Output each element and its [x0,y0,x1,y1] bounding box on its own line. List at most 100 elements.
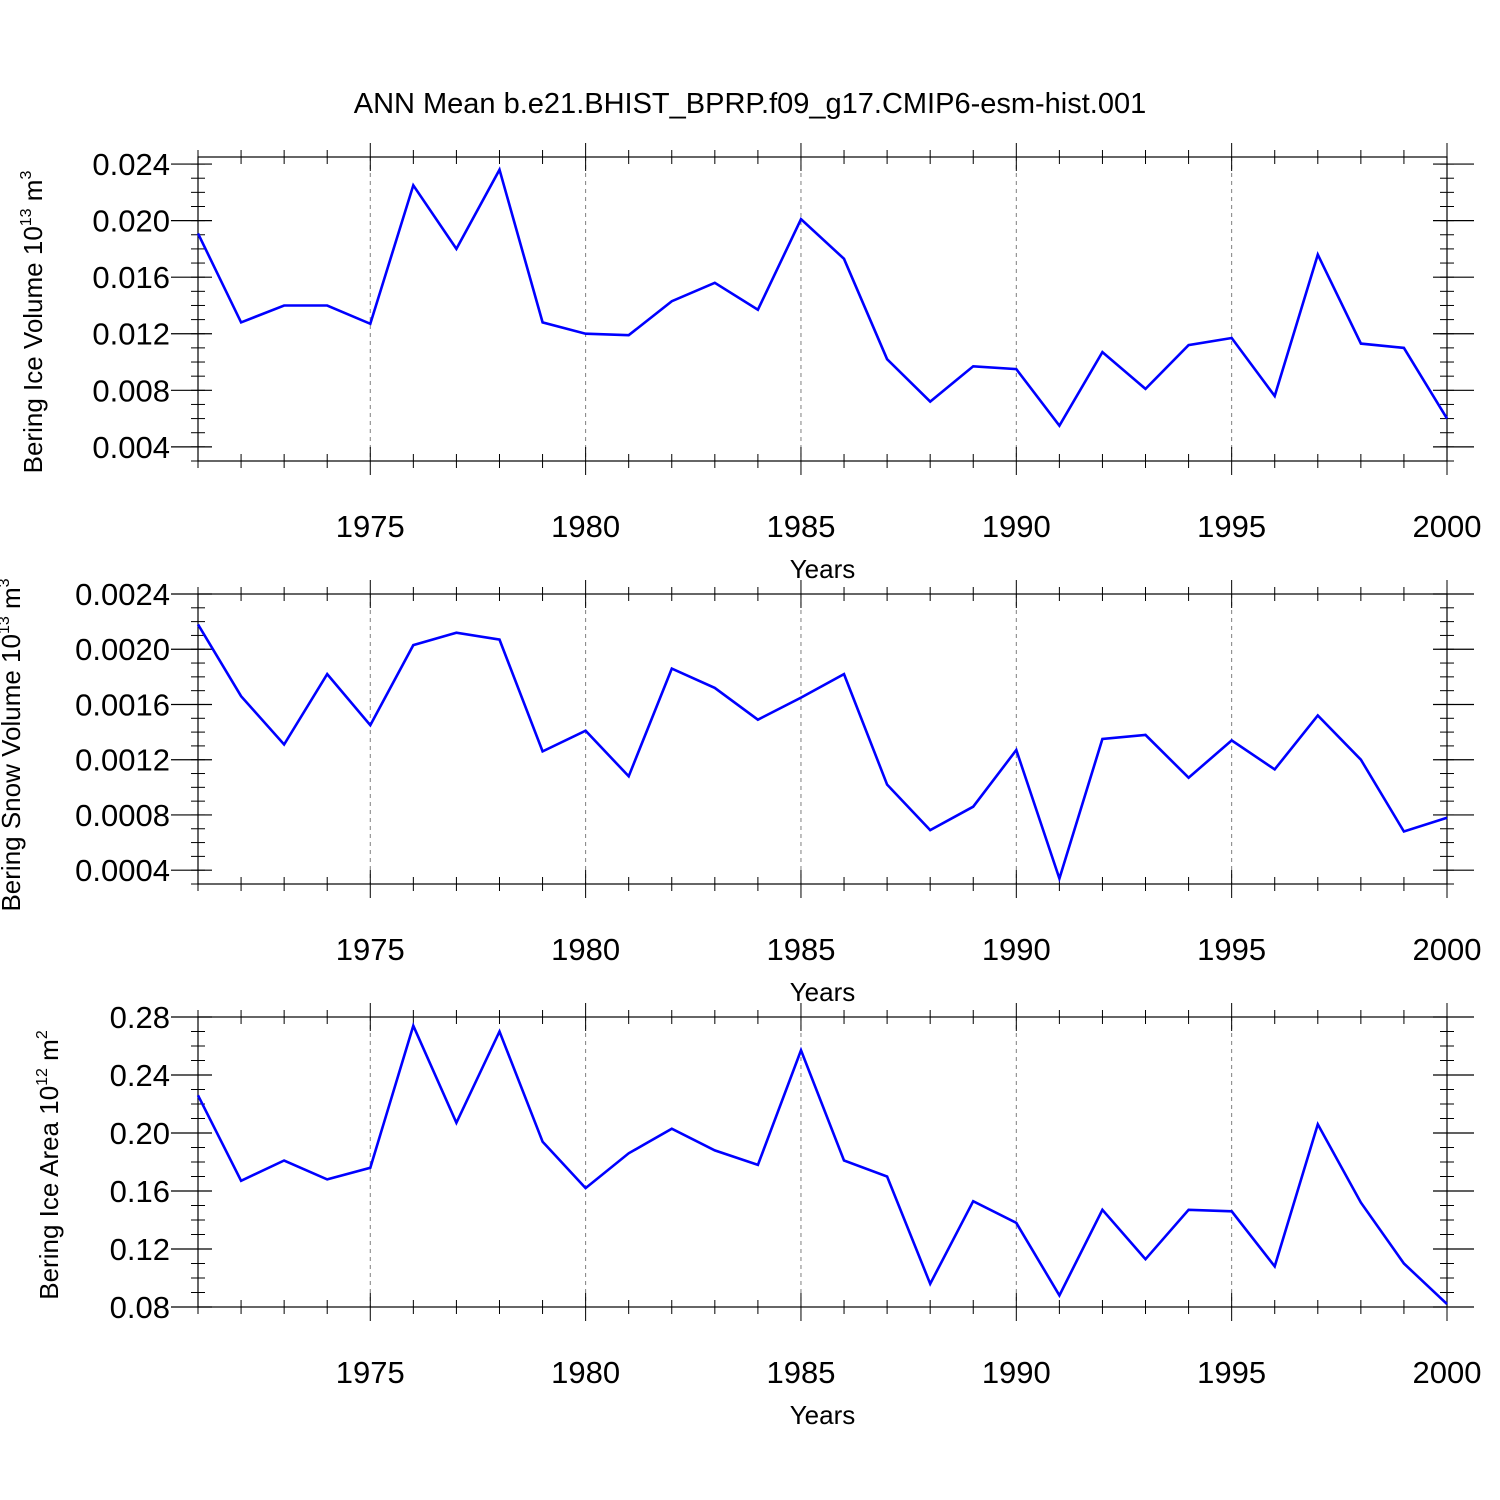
data-point-1988 [928,828,932,832]
y-tick-label: 0.004 [92,430,170,465]
panel-2: 0.0004 0.0008 0.0012 0.0016 0.0020 0.0024 1975… [0,577,1481,1007]
data-point-1978 [497,1030,501,1034]
data-point-1988 [928,400,932,404]
data-point-1986 [842,257,846,261]
y-axis-label: Bering Snow Volume 1013 m3 [0,578,26,911]
data-point-1975 [368,1166,372,1170]
x-tick-label: 1990 [982,1355,1051,1390]
data-point-1982 [670,299,674,303]
x-tick-label: 1975 [336,1355,405,1390]
data-point-1975 [368,723,372,727]
data-point-1983 [713,281,717,285]
data-point-1989 [971,364,975,368]
data-point-1977 [454,247,458,251]
x-tick-label: 1990 [982,932,1051,967]
x-axis-label: Years [790,977,856,1007]
y-tick-label: 0.12 [110,1232,170,1267]
x-axis-label: Years [790,554,856,584]
data-point-1989 [971,805,975,809]
plot-frame [197,1016,1448,1308]
x-axis-label: Years [790,1400,856,1430]
data-point-1989 [971,1199,975,1203]
data-point-1997 [1316,1122,1320,1126]
data-point-1990 [1014,1221,1018,1225]
data-point-1995 [1230,1209,1234,1213]
y-tick-label: 0.0016 [75,687,170,722]
series-line [196,623,1448,883]
data-point-1987 [885,1175,889,1179]
data-point-1979 [541,320,545,324]
data-point-1990 [1014,367,1018,371]
data-point-1979 [541,1140,545,1144]
x-tick-label: 1990 [982,509,1051,544]
data-point-1975 [368,322,372,326]
data-point-1997 [1316,714,1320,718]
chart-title: ANN Mean b.e21.BHIST_BPRP.f09_g17.CMIP6-… [353,88,1147,120]
y-tick-label: 0.20 [110,1116,170,1151]
data-point-1984 [756,1163,760,1167]
data-point-1979 [541,749,545,753]
y-tick-label: 0.0012 [75,743,170,778]
data-point-1978 [497,638,501,642]
data-point-1990 [1014,748,1018,752]
data-point-1985 [799,217,803,221]
data-point-1995 [1230,738,1234,742]
data-point-1973 [282,303,286,307]
panel-3: 0.08 0.12 0.16 0.20 0.24 0.28 1975 1980 1985 1990… [34,1000,1481,1430]
y-tick-label: 0.0020 [75,632,170,667]
data-point-1996 [1273,1264,1277,1268]
data-point-1986 [842,672,846,676]
data-point-1986 [842,1159,846,1163]
data-point-1971 [196,1093,200,1097]
data-point-2000 [1445,417,1449,421]
panel-1: 0.004 0.008 0.012 0.016 0.020 0.024 1975 1980 19… [18,143,1481,584]
data-point-1992 [1100,737,1104,741]
series-line [196,166,1449,429]
y-tick-label: 0.0024 [75,577,170,612]
data-point-1977 [454,1121,458,1125]
x-tick-label: 1995 [1197,509,1266,544]
data-point-1987 [885,783,889,787]
data-point-1980 [584,1186,588,1190]
data-point-1977 [454,631,458,635]
data-point-1987 [885,357,889,361]
data-point-1976 [411,643,415,647]
data-point-2000 [1445,1302,1449,1306]
data-point-1991 [1057,876,1061,880]
data-point-1972 [239,694,243,698]
data-point-1972 [239,320,243,324]
y-tick-label: 0.008 [92,373,170,408]
x-tick-label: 1980 [551,1355,620,1390]
plot-frame [197,593,1448,885]
data-point-1982 [670,1127,674,1131]
x-tick-label: 2000 [1413,1355,1482,1390]
x-tick-label: 1985 [766,932,835,967]
data-point-1994 [1187,1208,1191,1212]
x-tick-label: 2000 [1413,932,1482,967]
data-point-1996 [1273,767,1277,771]
data-point-1992 [1100,1208,1104,1212]
data-point-1993 [1144,387,1148,391]
x-tick-label: 1985 [766,1355,835,1390]
data-point-1984 [756,718,760,722]
y-tick-label: 0.016 [92,260,170,295]
series-line [196,1021,1448,1306]
data-point-1991 [1057,1293,1061,1297]
data-point-1996 [1273,394,1277,398]
data-point-1988 [928,1282,932,1286]
data-point-1995 [1230,336,1234,340]
data-point-1978 [497,168,501,172]
data-point-1971 [196,231,200,235]
data-point-1999 [1402,1262,1406,1266]
data-point-1994 [1187,776,1191,780]
y-tick-label: 0.0008 [75,798,170,833]
data-point-1982 [670,667,674,671]
data-point-1994 [1187,343,1191,347]
data-point-1973 [282,1159,286,1163]
data-point-1985 [799,1048,803,1052]
data-point-1974 [325,303,329,307]
data-point-1981 [627,774,631,778]
data-point-1980 [584,729,588,733]
data-point-1974 [325,1177,329,1181]
